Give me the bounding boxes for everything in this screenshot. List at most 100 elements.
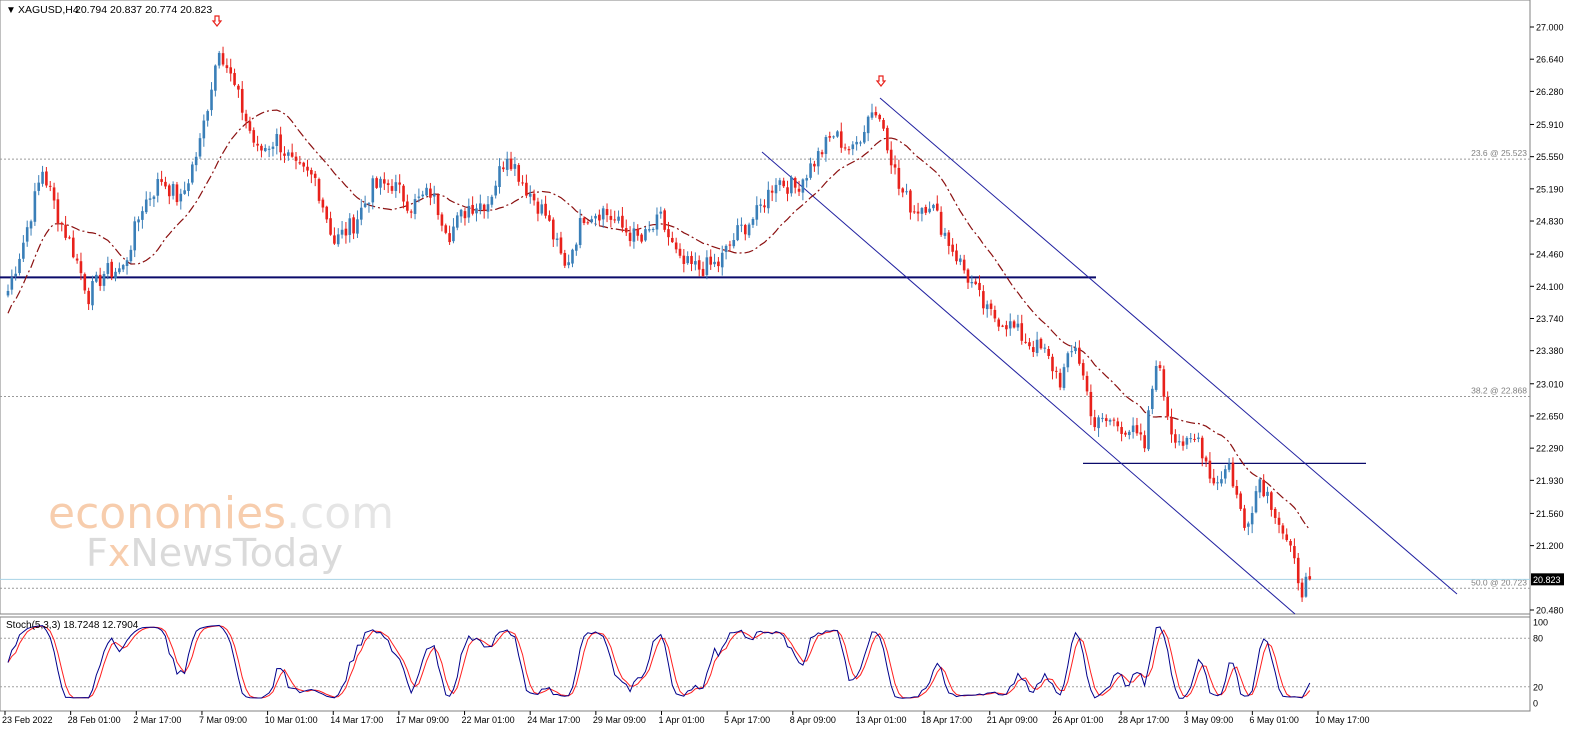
candle-body — [624, 228, 628, 233]
candle-body — [982, 291, 985, 309]
candle-body — [1170, 417, 1173, 435]
candle-body — [1212, 477, 1216, 484]
candle-body — [102, 273, 106, 286]
candle-body — [1151, 388, 1154, 410]
price-tick-label: 21.560 — [1536, 509, 1564, 519]
candle-body — [1070, 351, 1073, 353]
candle-body — [1120, 427, 1123, 434]
candle-body — [905, 191, 908, 193]
candle-body — [578, 218, 582, 246]
candle-body — [793, 177, 797, 188]
time-tick-label: 14 Mar 17:00 — [330, 715, 383, 725]
candle-body — [448, 233, 451, 243]
candle-body — [294, 156, 298, 161]
candle-body — [1258, 479, 1262, 493]
candle-body — [1078, 347, 1081, 364]
candle-body — [705, 257, 709, 275]
candle-body — [482, 204, 486, 211]
candle-body — [505, 158, 509, 170]
candle-body — [71, 237, 75, 258]
candle-body — [997, 319, 1001, 327]
candle-body — [217, 52, 221, 66]
candle-body — [1223, 469, 1227, 479]
candle-body — [1043, 347, 1047, 349]
candle-body — [444, 225, 448, 233]
candle-body — [617, 216, 620, 221]
candle-body — [912, 211, 916, 213]
candle-body — [517, 165, 521, 182]
candle-body — [148, 198, 152, 200]
candle-body — [425, 187, 428, 196]
symbol-menu-glyph[interactable]: ▼ — [6, 5, 16, 16]
candle-body — [947, 232, 951, 246]
candle-body — [832, 136, 835, 138]
drawing-objects[interactable] — [0, 97, 1458, 615]
candle-body — [571, 249, 574, 264]
candle-body — [436, 194, 440, 216]
time-tick-label: 21 Apr 09:00 — [987, 715, 1038, 725]
candle-body — [1208, 460, 1212, 479]
candle-body — [759, 204, 762, 206]
candle-body — [1285, 534, 1289, 541]
candle-body — [141, 211, 144, 220]
stoch-label: Stoch(5,3,3) 18.7248 12.7904 — [6, 620, 139, 631]
candle-body — [256, 143, 259, 146]
candle-body — [1197, 437, 1200, 440]
candle-body — [1193, 438, 1196, 440]
candle-body — [83, 274, 87, 291]
candle-body — [402, 185, 405, 202]
candle-body — [1005, 325, 1008, 330]
candle-body — [1058, 372, 1062, 388]
candle-body — [60, 222, 64, 224]
candle-body — [279, 134, 282, 153]
candle-body — [275, 133, 279, 147]
candle-body — [87, 290, 90, 305]
candle-body — [68, 237, 71, 239]
time-tick-label: 2 Mar 17:00 — [133, 715, 181, 725]
candle-body — [955, 250, 958, 262]
candle-body — [29, 221, 33, 229]
candle-body — [1139, 432, 1143, 435]
candle-body — [1181, 441, 1185, 446]
candle-body — [1085, 375, 1089, 392]
candle-body — [528, 193, 532, 197]
candle-body — [22, 242, 25, 259]
time-tick-label: 13 Apr 01:00 — [855, 715, 906, 725]
candle-body — [813, 163, 816, 167]
time-tick-label: 28 Feb 01:00 — [68, 715, 121, 725]
candle-body — [770, 190, 774, 193]
candle-body — [1031, 347, 1035, 353]
candle-body — [532, 193, 536, 201]
price-tick-label: 25.190 — [1536, 184, 1564, 194]
candle-body — [601, 208, 605, 220]
candle-body — [1024, 341, 1027, 343]
candle-body — [333, 235, 336, 244]
time-tick-label: 10 May 17:00 — [1315, 715, 1370, 725]
candle-body — [1220, 479, 1223, 484]
current-price-label: 20.823 — [1533, 575, 1561, 585]
candle-body — [467, 205, 471, 218]
candle-body — [18, 258, 21, 274]
candle-body — [490, 196, 494, 205]
candle-body — [10, 277, 14, 290]
stochastic-oscillator — [0, 624, 1530, 699]
candle-body — [1116, 421, 1120, 427]
candle-body — [1112, 419, 1116, 421]
candle-body — [248, 121, 252, 131]
candle-body — [1066, 353, 1070, 368]
candle-body — [747, 224, 751, 236]
candle-body — [344, 228, 348, 236]
candle-body — [48, 185, 52, 187]
candle-body — [45, 171, 48, 186]
candle-body — [144, 199, 148, 213]
candle-body — [878, 114, 881, 120]
candle-body — [916, 211, 920, 214]
candle-body — [363, 203, 367, 207]
candle-body — [191, 164, 194, 183]
candle-body — [336, 234, 340, 245]
candle-body — [432, 193, 436, 197]
candle-body — [655, 214, 659, 230]
candle-body — [352, 217, 355, 234]
price-tick-label: 24.460 — [1536, 250, 1564, 260]
candle-body — [413, 199, 417, 214]
